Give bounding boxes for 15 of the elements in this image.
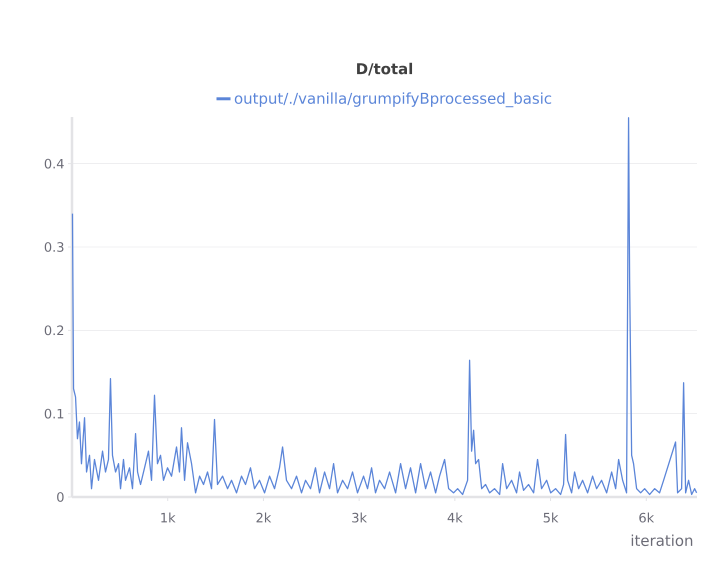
y-tick-label: 0.1 [44, 408, 64, 419]
y-tick-label: 0 [57, 492, 64, 502]
x-tick-label: 6k [639, 512, 654, 523]
x-tick-label: 4k [448, 512, 463, 522]
x-tick-label: 2k [256, 512, 272, 522]
x-tick-label: 5k [544, 512, 558, 523]
chart-title: D/total [357, 62, 412, 76]
x-tick-label: 3k [352, 512, 367, 523]
y-tick-label: 0.3 [44, 242, 64, 252]
line-series [72, 117, 698, 496]
y-tick-label: 0.4 [44, 158, 64, 169]
x-axis-title: iteration [632, 534, 692, 546]
legend-label: output/./vanilla/grumpifyBprocessed_basic [234, 92, 552, 108]
y-tick-label: 0.2 [44, 325, 64, 336]
x-tick-label: 1k [161, 512, 176, 522]
